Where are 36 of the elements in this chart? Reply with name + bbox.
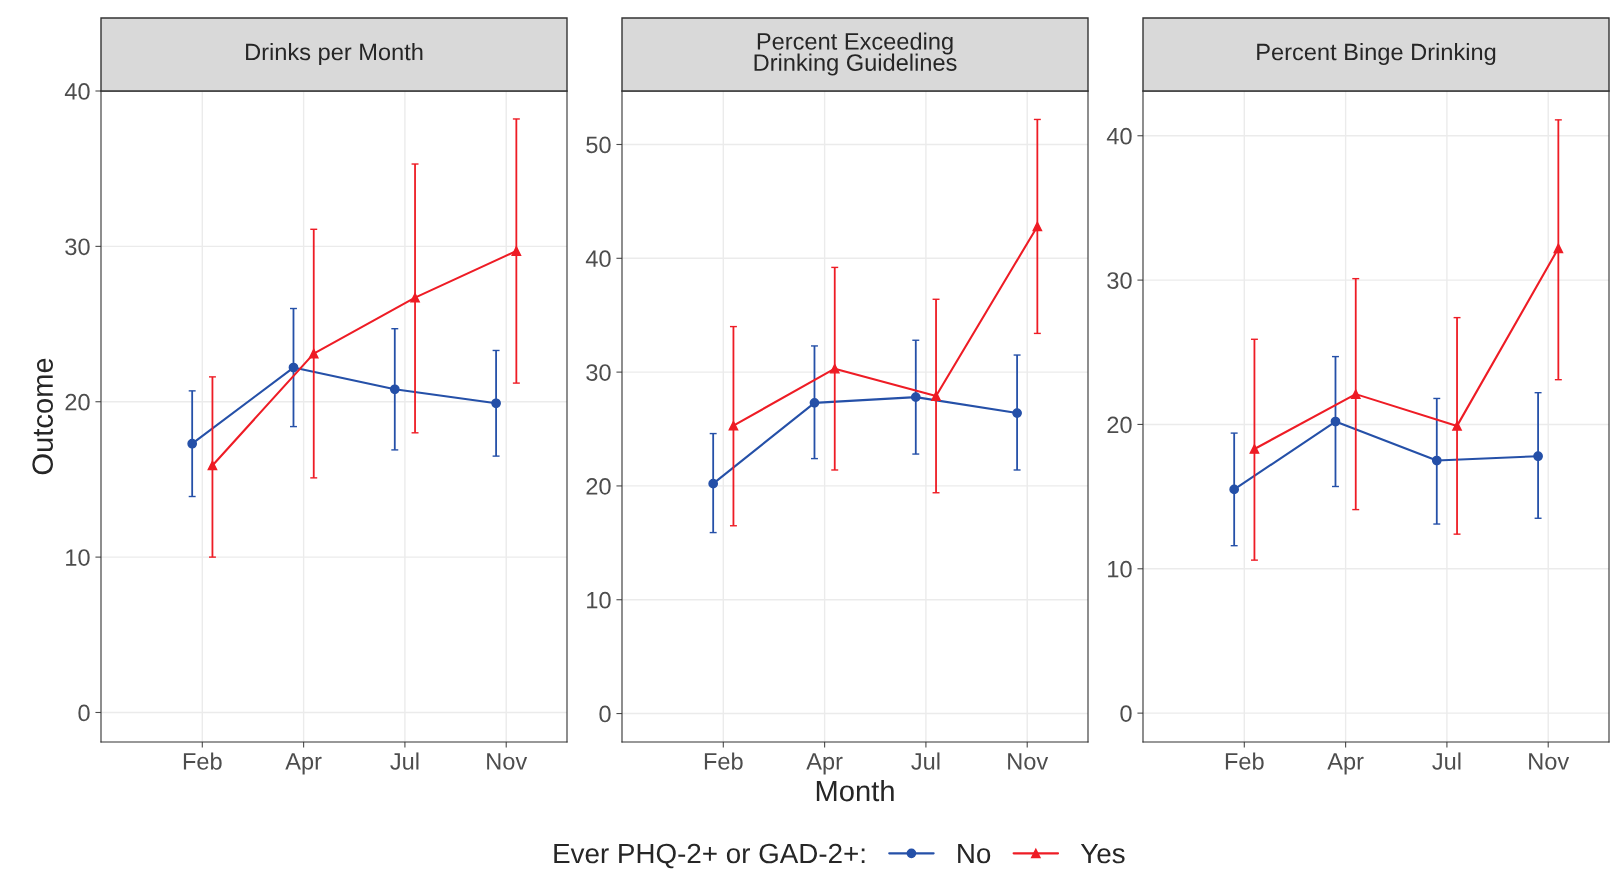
y-tick-label: 50	[586, 136, 611, 154]
y-tick-label: 30	[65, 238, 90, 256]
x-tick-label: Nov	[487, 753, 528, 770]
y-tick-label: 10	[66, 549, 90, 566]
y-tick-label: 20	[65, 393, 90, 411]
legend-label: No	[958, 843, 991, 864]
y-tick-label: 0	[78, 704, 90, 722]
legend-label: Yes	[1080, 843, 1125, 864]
y-tick-label: 10	[587, 591, 611, 609]
y-tick-label: 30	[1107, 272, 1132, 289]
x-tick-label: Nov	[1008, 753, 1049, 770]
y-tick-label: 0	[599, 705, 611, 723]
y-tick-label: 30	[586, 364, 611, 381]
x-tick-label: Apr	[806, 753, 843, 775]
y-tick-label: 10	[1108, 560, 1132, 578]
y-tick-label: 20	[586, 477, 611, 495]
x-tick-label: Apr	[285, 753, 322, 775]
y-axis-title: Outcome	[32, 358, 53, 475]
y-tick-label: 40	[1106, 127, 1132, 145]
x-tick-label: Nov	[1529, 753, 1570, 770]
x-tick-label: Jul	[390, 752, 419, 770]
chart-title: Percent Exceeding Drinking Guidelines	[754, 32, 957, 76]
chart-title: Percent Binge Drinking	[1257, 43, 1496, 65]
chart-title: Drinks per Month	[246, 43, 423, 65]
x-tick-label: Jul	[1432, 752, 1461, 770]
y-tick-label: 20	[1107, 416, 1132, 434]
x-tick-label: Feb	[183, 752, 222, 770]
x-axis-title: Month	[816, 779, 894, 802]
y-tick-label: 0	[1120, 705, 1132, 722]
x-tick-label: Jul	[911, 752, 940, 770]
x-tick-label: Apr	[1327, 753, 1364, 775]
x-tick-label: Feb	[704, 752, 743, 770]
legend-title: Ever PHQ-2+ or GAD-2+:	[554, 843, 865, 869]
x-tick-label: Feb	[1225, 752, 1264, 770]
y-tick-label: 40	[585, 250, 611, 268]
y-tick-label: 40	[64, 83, 90, 100]
